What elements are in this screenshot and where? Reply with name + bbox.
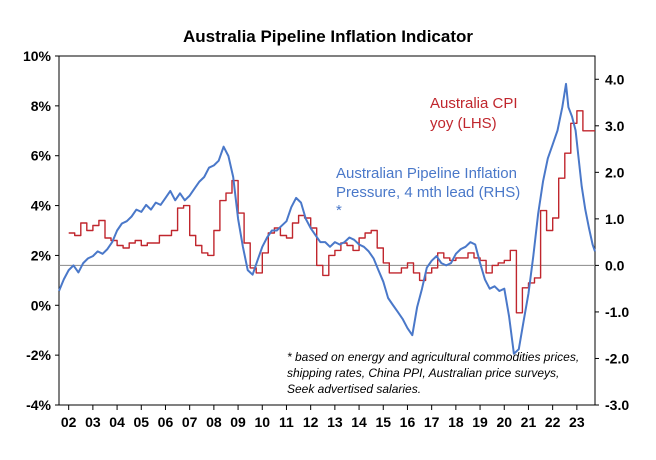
right-tick-label: 2.0 [605,164,625,180]
right-tick-label: 4.0 [605,71,625,87]
x-tick-label: 20 [496,414,512,430]
x-tick-label: 05 [133,414,149,430]
x-tick-label: 03 [85,414,101,430]
left-tick-label: 10% [23,48,52,64]
pipeline-annotation-line1: Australian Pipeline Inflation [336,165,517,182]
right-tick-label: -2.0 [605,350,629,366]
left-axis: 10% 8% 6% 4% 2% 0% -2% -4% [23,48,59,413]
x-tick-label: 19 [472,414,488,430]
x-tick-label: 08 [206,414,222,430]
x-tick-label: 10 [254,414,270,430]
right-tick-label: 0.0 [605,257,625,273]
x-tick-label: 07 [182,414,198,430]
right-tick-label: -1.0 [605,304,629,320]
footnote-line-1: * based on energy and agricultural commo… [287,350,579,364]
x-tick-label: 18 [448,414,464,430]
right-tick-label: -3.0 [605,397,629,413]
x-tick-label: 11 [279,414,294,430]
x-tick-label: 17 [424,414,440,430]
x-tick-label: 13 [327,414,343,430]
plot-frame [58,55,596,406]
footnote-line-3: Seek advertised salaries. [287,382,421,396]
x-tick-label: 14 [351,414,367,430]
left-tick-label: -4% [26,397,51,413]
x-tick-label: 22 [545,414,561,430]
x-tick-label: 16 [400,414,416,430]
x-tick-label: 23 [569,414,585,430]
left-tick-label: 0% [31,297,52,313]
footnote-line-2: shipping rates, China PPI, Australian pr… [287,366,559,380]
left-tick-label: 2% [31,247,52,263]
left-tick-label: 4% [31,198,52,214]
x-tick-label: 21 [521,414,537,430]
x-tick-label: 15 [375,414,391,430]
pipeline-annotation-line2: Pressure, 4 mth lead (RHS) [336,184,520,201]
cpi-annotation-line1: Australia CPI [430,95,518,112]
left-tick-label: 8% [31,98,52,114]
right-tick-label: 1.0 [605,211,625,227]
x-axis: 02 03 04 05 06 07 08 09 10 11 12 13 14 15 16 17 18 19 20 21… [61,405,585,430]
left-tick-label: 6% [31,148,52,164]
cpi-annotation-line2: yoy (LHS) [430,115,497,132]
x-tick-label: 09 [230,414,246,430]
left-tick-label: -2% [26,347,51,363]
pipeline-series-line [58,82,596,355]
x-tick-label: 02 [61,414,77,430]
x-tick-label: 06 [158,414,174,430]
right-axis: 4.0 3.0 2.0 1.0 0.0 -1.0 -2.0 -3.0 [595,71,629,413]
cpi-series-line [68,110,595,314]
series-group [58,82,596,355]
pipeline-annotation-asterisk: * [336,202,342,219]
chart-title: Australia Pipeline Inflation Indicator [183,27,473,46]
x-tick-label: 04 [109,414,125,430]
right-tick-label: 3.0 [605,118,625,134]
x-tick-label: 12 [303,414,319,430]
